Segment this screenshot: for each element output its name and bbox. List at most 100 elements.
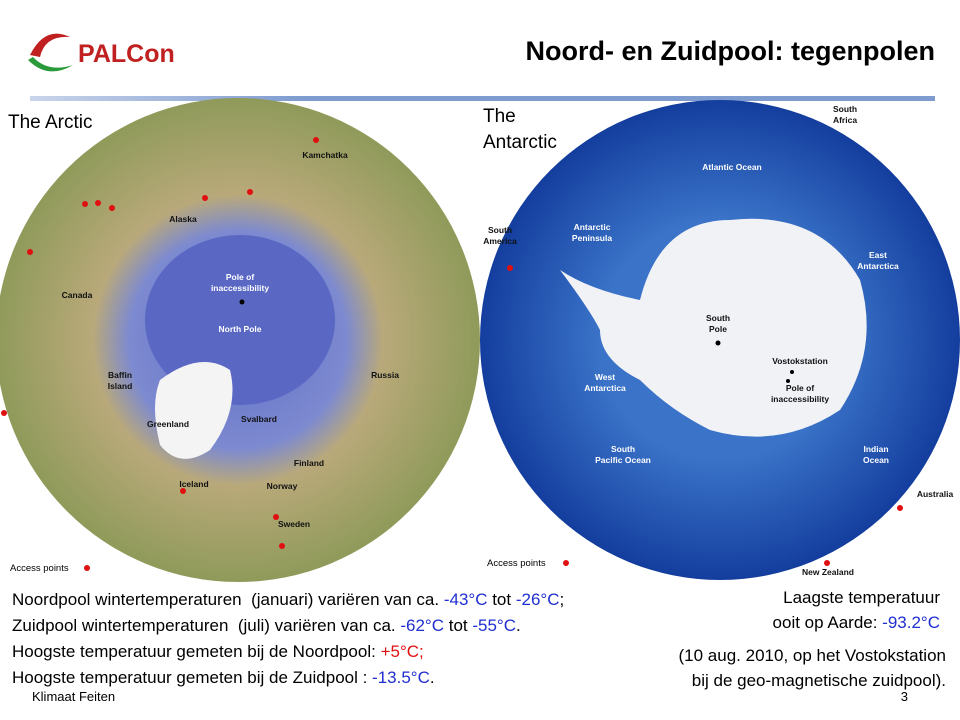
logo: PALCon — [28, 33, 175, 72]
map-label: Kamchatka — [302, 150, 348, 160]
footer-left: Klimaat Feiten — [32, 689, 116, 704]
map-label: North Pole — [219, 324, 262, 334]
slide-title: Noord- en Zuidpool: tegenpolen — [526, 36, 935, 66]
pole-dot — [786, 379, 790, 383]
map-heading: Antarctic — [483, 132, 557, 153]
title-rule — [30, 96, 935, 101]
map-legend: Access points — [487, 558, 546, 569]
map-label: Antarctica — [857, 261, 899, 271]
legend-dot — [563, 560, 569, 566]
logo-text: PALCon — [78, 40, 175, 68]
pole-dot — [239, 299, 245, 305]
map-label: Iceland — [179, 479, 208, 489]
record-note: bij de geo-magnetische zuidpool). — [691, 671, 946, 690]
map-label: Antarctica — [584, 383, 626, 393]
map-label: Sweden — [278, 519, 310, 529]
pole-dot — [715, 340, 721, 346]
access-point — [95, 200, 101, 206]
fact-text: ; — [559, 590, 565, 609]
fact-text: -43°C — [443, 590, 488, 609]
facts: Noordpool wintertemperaturen (januari) v… — [12, 587, 564, 691]
map-label: Indian — [863, 444, 888, 454]
antarctic-map — [480, 100, 960, 580]
access-point — [1, 410, 7, 416]
record-text: Laagste temperatuur — [783, 588, 940, 607]
arctic-map — [0, 98, 480, 582]
record-line: ooit op Aarde: -93.2°C — [679, 610, 940, 635]
map-heading: The — [483, 106, 516, 127]
map-heading: The Arctic — [8, 112, 92, 133]
map-label: Atlantic Ocean — [702, 162, 762, 172]
fact-text: Hoogste temperatuur gemeten bij de Zuidp… — [12, 668, 373, 687]
fact-text: -26°C — [515, 590, 560, 609]
access-point — [824, 560, 830, 566]
access-point — [313, 137, 319, 143]
map-label: Canada — [62, 290, 93, 300]
map-label: inaccessibility — [771, 394, 829, 404]
record-line: Laagste temperatuur — [679, 585, 940, 610]
access-point — [82, 201, 88, 207]
map-label: inaccessibility — [211, 283, 269, 293]
fact-text: tot — [444, 616, 473, 635]
record-box: Laagste temperatuur ooit op Aarde: -93.2°… — [679, 585, 946, 693]
fact-text: . — [516, 616, 521, 635]
access-point — [279, 543, 285, 549]
fact-line: Hoogste temperatuur gemeten bij de Zuidp… — [12, 665, 564, 691]
access-point — [27, 249, 33, 255]
map-label: Pole of — [786, 383, 815, 393]
record-text: -93.2°C — [882, 613, 940, 632]
map-label: Ocean — [863, 455, 889, 465]
access-point — [202, 195, 208, 201]
fact-text: +5°C; — [380, 642, 424, 661]
map-label: Vostokstation — [772, 356, 828, 366]
map-label: Peninsula — [572, 233, 612, 243]
access-point — [109, 205, 115, 211]
map-label: West — [595, 372, 615, 382]
map-label: South — [488, 225, 512, 235]
map-label: Antarctic — [574, 222, 611, 232]
fact-text: . — [429, 668, 435, 687]
access-point — [273, 514, 279, 520]
map-label: Norway — [267, 481, 298, 491]
map-label: Russia — [371, 370, 399, 380]
fact-line: Zuidpool wintertemperaturen (juli) varië… — [12, 613, 564, 639]
map-label: America — [483, 236, 517, 246]
fact-text: Hoogste temperatuur gemeten bij de Noord… — [12, 642, 381, 661]
access-point — [180, 488, 186, 494]
map-label: East — [869, 250, 887, 260]
page-number: 3 — [900, 689, 908, 704]
fact-line: Hoogste temperatuur gemeten bij de Noord… — [12, 639, 564, 665]
fact-text: -62°C — [400, 616, 444, 635]
fact-line: Noordpool wintertemperaturen (januari) v… — [12, 587, 564, 613]
map-label: Greenland — [147, 419, 189, 429]
record-note: (10 aug. 2010, op het Vostokstation — [678, 646, 946, 665]
map-legend: Access points — [10, 563, 69, 574]
map-label: South — [833, 104, 857, 114]
access-point — [247, 189, 253, 195]
legend-dot — [84, 565, 90, 571]
map-label: Finland — [294, 458, 324, 468]
map-label: Pole — [709, 324, 727, 334]
fact-text: Zuidpool wintertemperaturen (juli) varië… — [12, 616, 401, 635]
record-text: ooit op Aarde: — [772, 613, 883, 632]
map-label: Africa — [833, 115, 857, 125]
map-label: Alaska — [169, 214, 197, 224]
fact-text: -13.5°C — [372, 668, 430, 687]
fact-text: -55°C — [472, 616, 517, 635]
map-label: South — [611, 444, 635, 454]
map-label: New Zealand — [802, 567, 854, 577]
map-label: Australia — [917, 489, 954, 499]
map-label: Baffin — [108, 370, 132, 380]
map-label: Svalbard — [241, 414, 277, 424]
access-point — [897, 505, 903, 511]
map-label: Pole of — [226, 272, 255, 282]
access-point — [507, 265, 513, 271]
pole-dot — [790, 370, 794, 374]
map-label: South — [706, 313, 730, 323]
fact-text: tot — [487, 590, 516, 609]
map-label: Pacific Ocean — [595, 455, 651, 465]
map-label: Island — [108, 381, 133, 391]
fact-text: Noordpool wintertemperaturen (januari) v… — [12, 590, 444, 609]
